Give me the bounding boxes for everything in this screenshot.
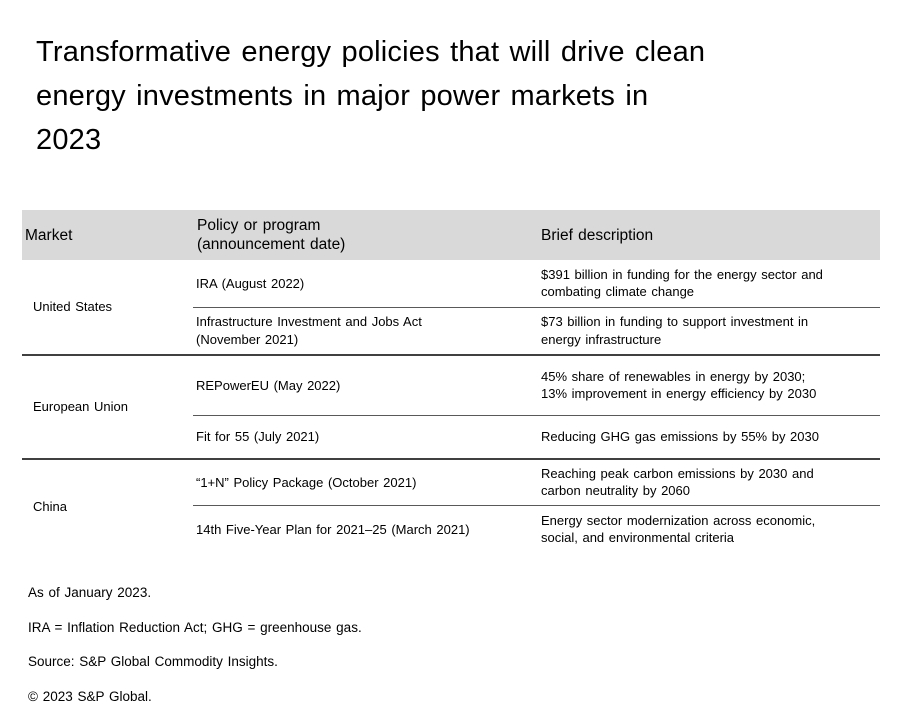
footnotes: As of January 2023. IRA = Inflation Redu… [28,585,868,720]
policy-cell: “1+N” Policy Package (October 2021) [193,459,537,506]
description-cell: $391 billion in funding for the energy s… [537,260,880,308]
table-row: United States IRA (August 2022) $391 bil… [22,260,880,356]
table-row: European Union REPowerEU (May 2022) 45% … [22,355,880,460]
policies-table: Market Policy or program (announcement d… [22,210,880,553]
table-row: Infrastructure Investment and Jobs Act (… [22,307,880,356]
column-header-description: Brief description [537,210,880,260]
policy-cell: Infrastructure Investment and Jobs Act (… [193,307,537,356]
market-cell-china: China [33,498,67,514]
table-row: 14th Five-Year Plan for 2021–25 (March 2… [22,505,880,553]
column-header-policy: Policy or program (announcement date) [193,210,537,260]
policy-cell: 14th Five-Year Plan for 2021–25 (March 2… [196,521,470,537]
description-cell: Reaching peak carbon emissions by 2030 a… [537,459,880,506]
description-cell: 45% share of renewables in energy by 203… [537,355,880,416]
policy-cell: REPowerEU (May 2022) [193,355,537,416]
column-header-market: Market [22,210,193,260]
table-row: Fit for 55 (July 2021) Reducing GHG gas … [22,415,880,460]
footnote-abbreviations: IRA = Inflation Reduction Act; GHG = gre… [28,619,362,635]
description-cell: Energy sector modernization across econo… [541,512,816,546]
market-cell-european-union: European Union [22,355,193,460]
policy-cell: Fit for 55 (July 2021) [193,415,537,460]
page-title: Transformative energy policies that will… [36,36,706,156]
description-cell: $73 billion in funding to support invest… [537,307,880,356]
footnote-copyright: © 2023 S&P Global. [28,688,152,704]
table-header-row: Market Policy or program (announcement d… [22,210,880,260]
policy-cell: IRA (August 2022) [193,260,537,308]
table-row: China “1+N” Policy Package (October 2021… [22,459,880,514]
market-cell-united-states: United States [22,260,193,356]
description-cell: Reducing GHG gas emissions by 55% by 203… [537,415,880,460]
footnote-as-of: As of January 2023. [28,585,152,600]
footnote-source: Source: S&P Global Commodity Insights. [28,654,278,669]
